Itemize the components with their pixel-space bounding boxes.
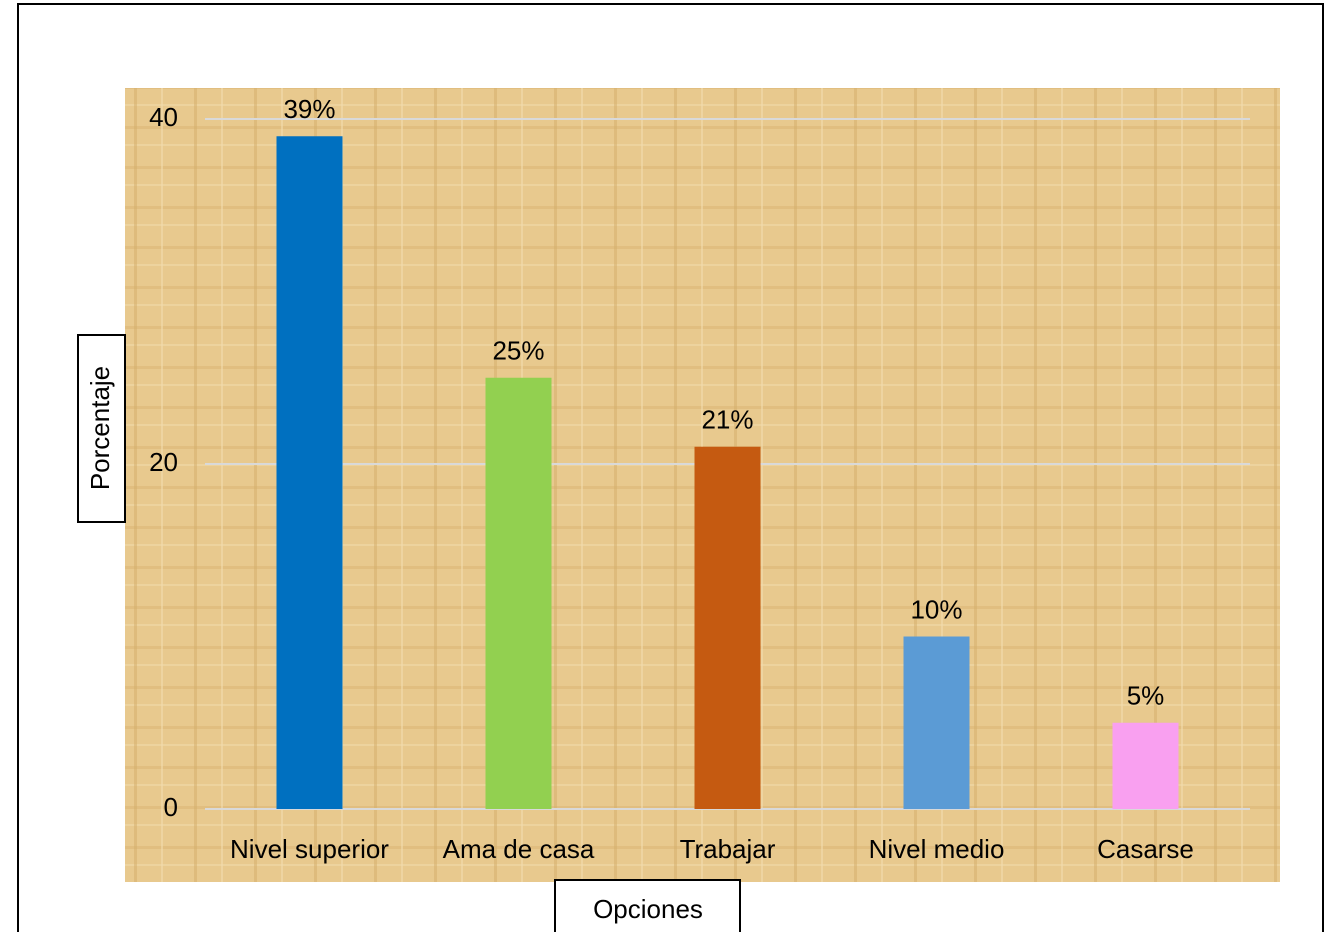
- bar: [903, 636, 970, 809]
- data-label: 5%: [1127, 681, 1165, 711]
- x-tick-label: Nivel superior: [230, 834, 389, 864]
- x-label-box: [554, 879, 741, 932]
- y-label-box: [77, 334, 126, 523]
- x-axis-label: Opciones: [593, 894, 703, 924]
- data-label: 21%: [701, 405, 753, 435]
- data-label: 25%: [492, 336, 544, 366]
- y-axis-label: Porcentaje: [85, 366, 115, 490]
- y-tick-label: 20: [149, 447, 178, 477]
- x-tick-label: Nivel medio: [869, 834, 1005, 864]
- bar: [276, 136, 343, 809]
- x-tick-label: Trabajar: [680, 834, 776, 864]
- bar: [694, 446, 761, 809]
- x-tick-label: Casarse: [1097, 834, 1194, 864]
- data-label: 39%: [283, 94, 335, 124]
- bar: [485, 377, 552, 809]
- data-label: 10%: [910, 594, 962, 624]
- x-tick-label: Ama de casa: [443, 834, 595, 864]
- y-tick-label: 40: [149, 102, 178, 132]
- y-tick-label: 0: [164, 792, 178, 822]
- bar: [1112, 722, 1179, 809]
